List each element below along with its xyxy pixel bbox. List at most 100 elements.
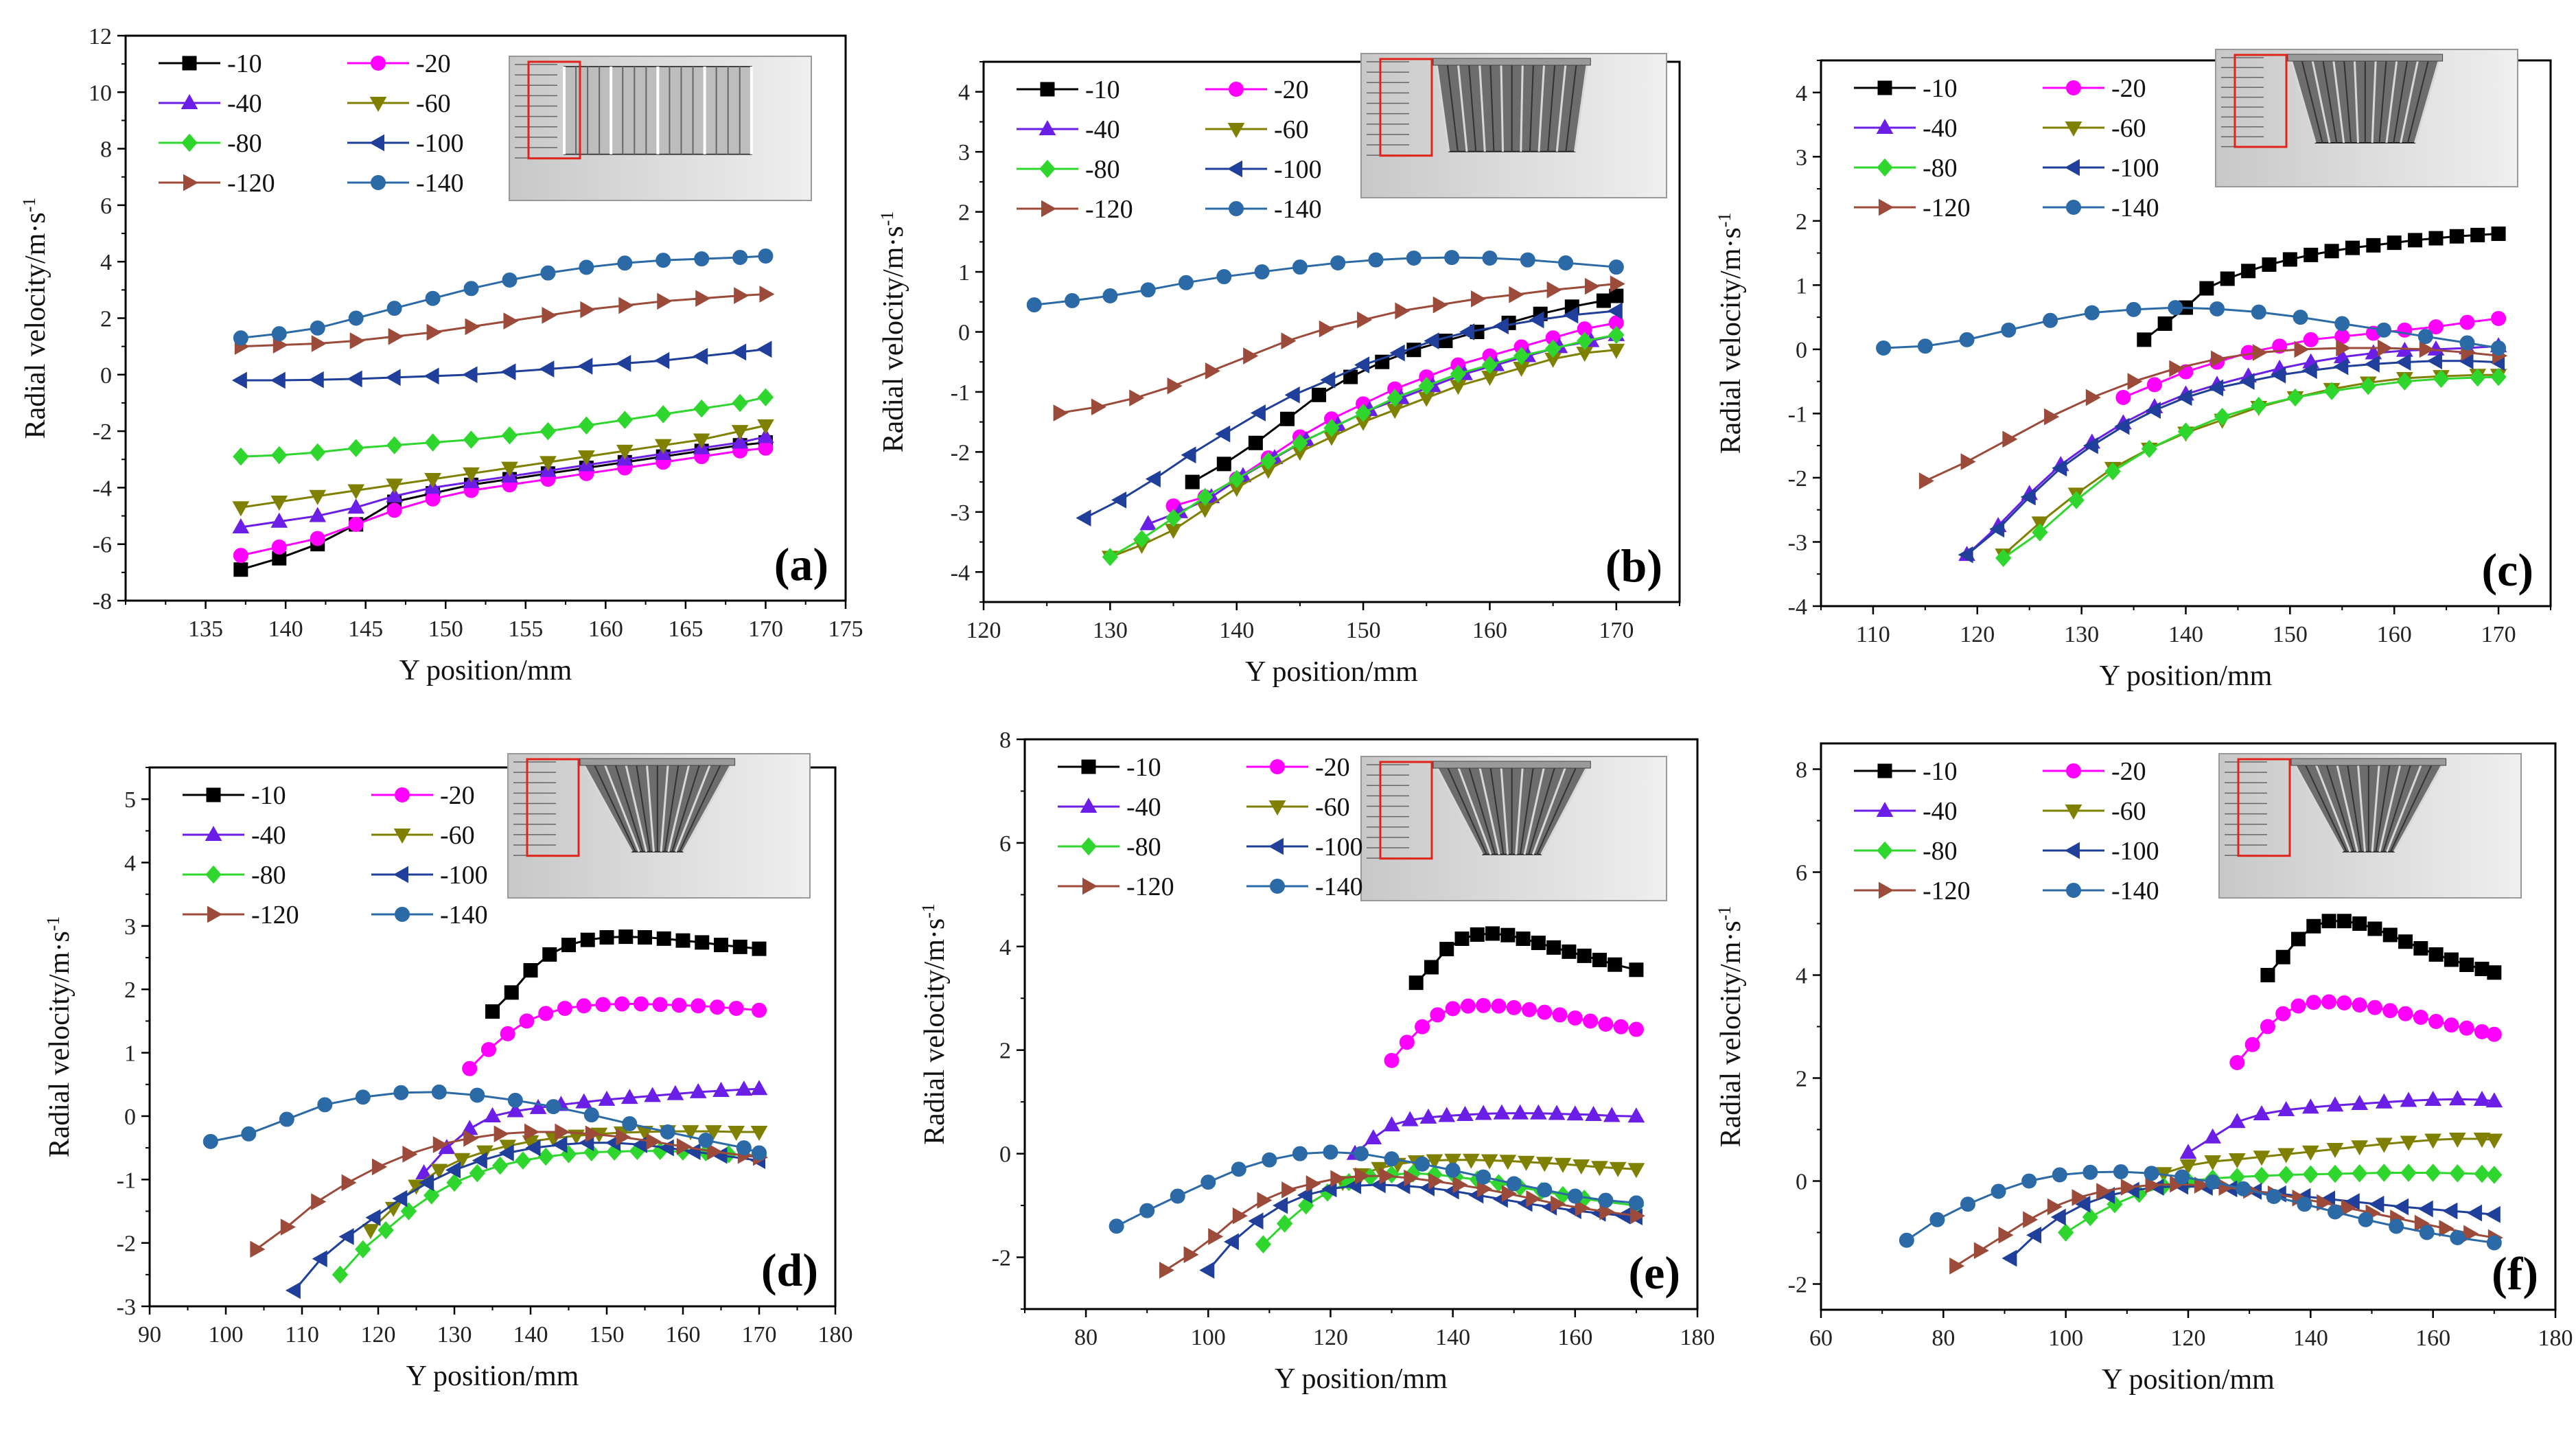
legend-label: -140 xyxy=(416,169,464,198)
data-point xyxy=(2174,1169,2190,1185)
data-point xyxy=(1460,998,1476,1014)
data-point xyxy=(1323,419,1340,437)
series-line xyxy=(1955,1183,2495,1267)
series-line xyxy=(423,1087,760,1175)
data-point xyxy=(2317,1194,2332,1212)
data-point xyxy=(2294,340,2310,358)
data-point xyxy=(2058,1223,2074,1242)
legend-marker xyxy=(182,56,197,71)
data-point xyxy=(2275,1006,2291,1021)
data-point xyxy=(2366,238,2381,253)
data-point xyxy=(1958,546,1973,564)
data-point xyxy=(1205,362,1220,380)
data-point xyxy=(577,358,593,375)
data-point xyxy=(2419,340,2435,358)
data-point xyxy=(2026,1226,2042,1244)
data-point xyxy=(1493,317,1509,335)
data-point xyxy=(561,938,576,953)
data-point xyxy=(2352,1164,2368,1183)
data-point xyxy=(1357,311,1373,329)
y-axis-label-main: Radial velocity/m·s xyxy=(1715,921,1747,1147)
data-point xyxy=(463,430,480,449)
data-point xyxy=(280,1218,296,1236)
data-point xyxy=(1918,472,1934,489)
legend-marker xyxy=(183,174,199,192)
series--20 xyxy=(233,440,774,564)
data-point xyxy=(2220,271,2235,286)
data-point xyxy=(233,447,249,466)
legend-entry: -40 xyxy=(1854,797,1958,826)
data-point xyxy=(1159,1262,1174,1279)
data-point xyxy=(1598,1192,1614,1208)
data-point xyxy=(1415,1156,1430,1172)
x-axis-label: Y position/mm xyxy=(1275,1363,1448,1395)
data-point xyxy=(2075,1195,2091,1213)
legend-label: -80 xyxy=(1923,154,1958,183)
data-point xyxy=(2459,958,2474,972)
legend-label: -40 xyxy=(1126,793,1161,822)
legend-marker xyxy=(1038,119,1056,135)
data-point xyxy=(1418,376,1435,395)
data-point xyxy=(453,1153,471,1168)
data-point xyxy=(1232,1207,1248,1225)
series--10 xyxy=(1185,288,1624,489)
legend-entry: -10 xyxy=(1058,753,1161,782)
legend-label: -100 xyxy=(1274,155,1322,184)
y-tick-label: 2 xyxy=(100,307,112,332)
data-point xyxy=(347,498,365,514)
data-point xyxy=(2141,439,2158,459)
legend-marker xyxy=(2066,763,2081,778)
data-point xyxy=(2278,1166,2295,1184)
data-point xyxy=(2400,1164,2417,1182)
data-point xyxy=(576,998,592,1014)
data-point xyxy=(310,320,325,336)
data-point xyxy=(1139,515,1157,531)
data-point xyxy=(1526,1190,1542,1207)
data-point xyxy=(2137,332,2152,347)
data-point xyxy=(1415,1019,1430,1034)
series--10 xyxy=(485,929,767,1019)
legend-marker xyxy=(1229,201,1244,216)
data-point xyxy=(1026,297,1042,313)
data-point xyxy=(675,933,691,948)
legend-entry: -140 xyxy=(371,901,488,929)
data-point xyxy=(2449,1164,2465,1183)
data-point xyxy=(580,301,596,319)
data-point xyxy=(2044,408,2060,426)
data-point xyxy=(1567,1010,1583,1026)
data-point xyxy=(507,1092,523,1108)
y-tick-label: -2 xyxy=(1788,466,1807,492)
data-point xyxy=(2448,1090,2466,1106)
legend-marker xyxy=(369,134,384,152)
data-point xyxy=(1170,1188,1185,1204)
legend-entry: -80 xyxy=(1058,833,1161,861)
data-point xyxy=(1255,1235,1272,1253)
data-point xyxy=(732,250,748,266)
data-point xyxy=(2376,1164,2392,1182)
data-point xyxy=(1320,371,1336,389)
data-point xyxy=(2375,1093,2393,1109)
data-point xyxy=(1181,446,1196,464)
y-tick-label: -3 xyxy=(951,500,970,526)
data-point xyxy=(2293,310,2308,325)
data-point xyxy=(2367,999,2382,1015)
data-point xyxy=(2486,1026,2502,1042)
data-point xyxy=(1518,1155,1535,1171)
y-tick-label: 3 xyxy=(958,140,970,165)
data-point xyxy=(2400,1091,2417,1107)
legend-entry: -100 xyxy=(371,861,488,890)
legend-marker xyxy=(1268,800,1286,816)
legend-marker xyxy=(205,865,222,884)
y-axis-label: Radial velocity/m·s-1 xyxy=(918,903,951,1145)
x-tick-label: 110 xyxy=(1856,622,1890,647)
data-point xyxy=(1499,1155,1517,1170)
legend-entry: -140 xyxy=(1205,195,1322,224)
data-point xyxy=(2082,437,2098,454)
data-point xyxy=(432,1136,448,1153)
data-point xyxy=(1444,1153,1461,1169)
data-point xyxy=(1628,1195,1644,1211)
legend-entry: -140 xyxy=(347,169,464,198)
data-point xyxy=(2333,358,2349,375)
legend-label: -10 xyxy=(227,49,262,78)
data-point xyxy=(1444,250,1460,266)
